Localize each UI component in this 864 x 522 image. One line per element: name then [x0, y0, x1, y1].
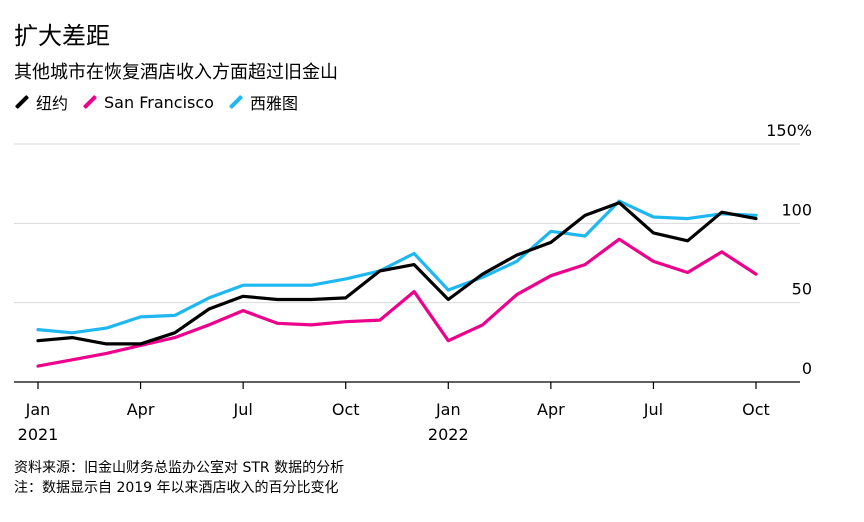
footnote: 注：数据显示自 2019 年以来酒店收入的百分比变化	[14, 480, 339, 496]
legend-item-seattle: 西雅图	[228, 90, 298, 114]
series-line-ny	[36, 201, 758, 346]
y-tick-label: 0	[802, 359, 812, 378]
x-tick-label: Jul	[232, 400, 252, 419]
x-tick-label: Oct	[332, 400, 360, 419]
legend-label-seattle: 西雅图	[249, 94, 298, 113]
x-tick-year-label: 2022	[428, 425, 469, 444]
x-tick-label: Apr	[537, 400, 565, 419]
x-tick-label: Jan	[435, 400, 461, 419]
x-tick-year-label: 2021	[18, 425, 59, 444]
legend-label-ny: 纽约	[36, 94, 69, 113]
chart-subtitle: 其他城市在恢复酒店收入方面超过旧金山	[14, 62, 338, 83]
x-tick-label: Jan	[25, 400, 51, 419]
source-note: 资料来源：旧金山财务总监办公室对 STR 数据的分析	[14, 460, 345, 476]
legend-item-sf: San Francisco	[82, 93, 214, 112]
y-tick-label: 50	[792, 280, 812, 299]
x-tick-label: Oct	[742, 400, 770, 419]
legend-label-sf: San Francisco	[104, 92, 214, 112]
y-tick-label: 150%	[766, 121, 812, 140]
legend-item-ny: 纽约	[14, 90, 68, 114]
legend: 纽约 San Francisco 西雅图	[14, 90, 298, 114]
x-tick-label: Apr	[127, 400, 155, 419]
x-tick-label: Jul	[643, 400, 663, 419]
chart-notes: 资料来源：旧金山财务总监办公室对 STR 数据的分析 注：数据显示自 2019 …	[14, 458, 344, 498]
y-tick-label: 100	[781, 200, 812, 219]
series-line-sf	[36, 237, 758, 368]
chart-title: 扩大差距	[14, 22, 110, 50]
series-line-seattle	[36, 199, 758, 335]
